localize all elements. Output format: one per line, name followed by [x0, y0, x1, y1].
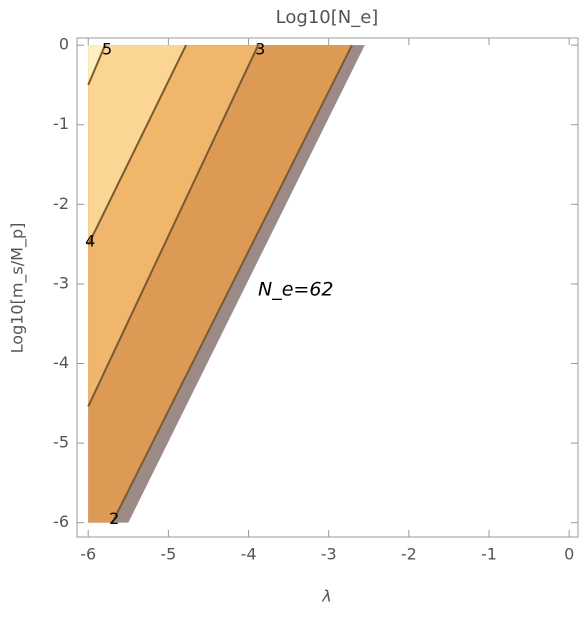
contour-label: 5: [102, 40, 112, 59]
contour-label: 3: [255, 40, 265, 59]
y-tick-label: -5: [53, 433, 69, 452]
contour-line: [111, 44, 353, 524]
x-tick-label: -6: [80, 545, 96, 564]
y-tick-label: -2: [53, 194, 69, 213]
contour-line: [87, 44, 106, 86]
x-tick-label: -2: [401, 545, 417, 564]
y-tick-label: 0: [59, 35, 69, 54]
contour-line: [87, 44, 260, 407]
x-axis-label: λ: [321, 587, 331, 606]
contour-label: 4: [85, 231, 95, 250]
y-tick-label: -6: [53, 512, 69, 531]
contour-label: 2: [109, 509, 119, 528]
annotation: N_e=62: [258, 279, 334, 301]
y-axis-label: Log10[m_s/M_p]: [8, 223, 28, 354]
frame: [76, 37, 579, 538]
y-tick-label: -3: [53, 273, 69, 292]
x-tick-label: -3: [321, 545, 337, 564]
y-tick-label: -4: [53, 353, 69, 372]
x-tick-label: 0: [564, 545, 574, 564]
chart-title: Log10[N_e]: [276, 7, 379, 28]
x-tick-label: -1: [481, 545, 497, 564]
x-tick-label: -5: [160, 545, 176, 564]
contour-line: [87, 44, 187, 246]
y-tick-label: -1: [53, 114, 69, 133]
x-tick-label: -4: [241, 545, 257, 564]
